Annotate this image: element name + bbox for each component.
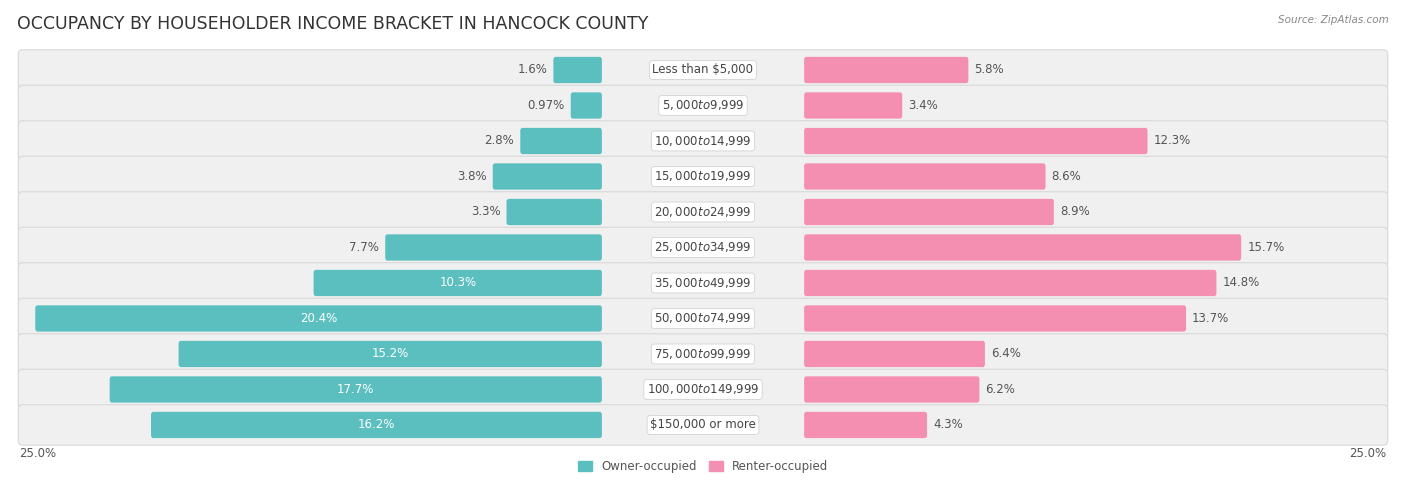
Text: 17.7%: 17.7% [337,383,374,396]
Text: 6.2%: 6.2% [986,383,1015,396]
FancyBboxPatch shape [18,192,1388,232]
Text: 7.7%: 7.7% [349,241,380,254]
Text: 8.6%: 8.6% [1052,170,1081,183]
FancyBboxPatch shape [18,263,1388,303]
Text: 5.8%: 5.8% [974,63,1004,76]
Text: OCCUPANCY BY HOUSEHOLDER INCOME BRACKET IN HANCOCK COUNTY: OCCUPANCY BY HOUSEHOLDER INCOME BRACKET … [17,15,648,33]
Text: 14.8%: 14.8% [1222,277,1260,289]
Text: $50,000 to $74,999: $50,000 to $74,999 [654,312,752,325]
Text: 0.97%: 0.97% [527,99,565,112]
FancyBboxPatch shape [804,270,1216,296]
FancyBboxPatch shape [804,412,927,438]
Text: $20,000 to $24,999: $20,000 to $24,999 [654,205,752,219]
Text: 25.0%: 25.0% [20,447,56,460]
Text: 6.4%: 6.4% [991,347,1021,360]
Text: $75,000 to $99,999: $75,000 to $99,999 [654,347,752,361]
FancyBboxPatch shape [18,227,1388,268]
Text: $35,000 to $49,999: $35,000 to $49,999 [654,276,752,290]
Text: $100,000 to $149,999: $100,000 to $149,999 [647,382,759,396]
Text: 15.2%: 15.2% [371,347,409,360]
FancyBboxPatch shape [804,341,986,367]
Text: 1.6%: 1.6% [517,63,547,76]
FancyBboxPatch shape [35,305,602,332]
FancyBboxPatch shape [804,376,980,403]
Text: 3.8%: 3.8% [457,170,486,183]
Text: Less than $5,000: Less than $5,000 [652,63,754,76]
Text: 4.3%: 4.3% [934,418,963,431]
FancyBboxPatch shape [18,85,1388,126]
FancyBboxPatch shape [150,412,602,438]
FancyBboxPatch shape [18,334,1388,374]
Text: 3.4%: 3.4% [908,99,938,112]
Text: Source: ZipAtlas.com: Source: ZipAtlas.com [1278,15,1389,25]
FancyBboxPatch shape [18,405,1388,445]
FancyBboxPatch shape [804,199,1054,225]
FancyBboxPatch shape [571,93,602,119]
FancyBboxPatch shape [492,163,602,189]
Text: $150,000 or more: $150,000 or more [650,418,756,431]
Text: 15.7%: 15.7% [1247,241,1285,254]
Text: 25.0%: 25.0% [1350,447,1386,460]
Text: $5,000 to $9,999: $5,000 to $9,999 [662,98,744,112]
Text: $25,000 to $34,999: $25,000 to $34,999 [654,241,752,255]
FancyBboxPatch shape [18,369,1388,410]
FancyBboxPatch shape [804,234,1241,261]
Text: 2.8%: 2.8% [485,134,515,148]
Text: 20.4%: 20.4% [299,312,337,325]
FancyBboxPatch shape [804,93,903,119]
Text: 8.9%: 8.9% [1060,206,1090,219]
FancyBboxPatch shape [18,298,1388,339]
FancyBboxPatch shape [314,270,602,296]
FancyBboxPatch shape [18,50,1388,90]
Text: 12.3%: 12.3% [1153,134,1191,148]
FancyBboxPatch shape [804,57,969,83]
FancyBboxPatch shape [804,128,1147,154]
Text: 16.2%: 16.2% [357,418,395,431]
FancyBboxPatch shape [385,234,602,261]
FancyBboxPatch shape [179,341,602,367]
FancyBboxPatch shape [110,376,602,403]
FancyBboxPatch shape [804,305,1187,332]
FancyBboxPatch shape [554,57,602,83]
FancyBboxPatch shape [18,121,1388,161]
Text: $10,000 to $14,999: $10,000 to $14,999 [654,134,752,148]
Text: 3.3%: 3.3% [471,206,501,219]
Text: $15,000 to $19,999: $15,000 to $19,999 [654,169,752,184]
FancyBboxPatch shape [506,199,602,225]
Legend: Owner-occupied, Renter-occupied: Owner-occupied, Renter-occupied [572,456,834,478]
Text: 10.3%: 10.3% [439,277,477,289]
FancyBboxPatch shape [520,128,602,154]
FancyBboxPatch shape [18,156,1388,197]
FancyBboxPatch shape [804,163,1046,189]
Text: 13.7%: 13.7% [1192,312,1229,325]
